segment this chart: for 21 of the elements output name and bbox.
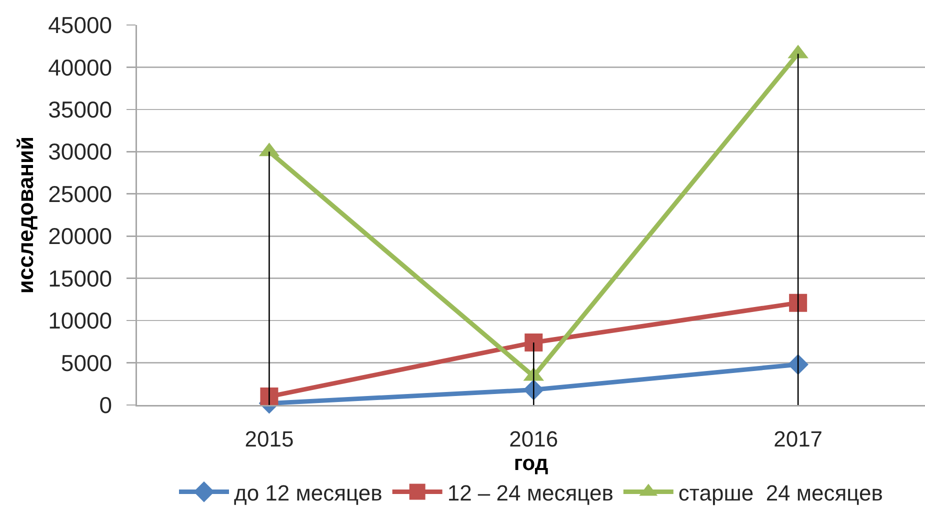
y-tick-label: 20000 bbox=[48, 223, 112, 250]
y-tick-label: 0 bbox=[99, 392, 112, 418]
y-tick-label: 15000 bbox=[48, 265, 112, 292]
point bbox=[524, 334, 543, 352]
y-tick-label: 35000 bbox=[48, 96, 112, 122]
point bbox=[788, 354, 808, 375]
x-tick-label: 2017 bbox=[774, 426, 823, 452]
x-axis-title: год bbox=[514, 452, 548, 475]
y-tick-label: 10000 bbox=[48, 308, 112, 334]
y-tick-label: 45000 bbox=[48, 12, 112, 38]
y-tick-label: 5000 bbox=[60, 350, 112, 376]
legend-label: 12 – 24 месяцев bbox=[447, 480, 614, 506]
point bbox=[789, 294, 808, 312]
y-axis-title: исследований bbox=[13, 136, 38, 294]
y-tick-label: 40000 bbox=[48, 54, 112, 80]
legend-label: старше 24 месяцев bbox=[678, 480, 883, 506]
legend-label: до 12 месяцев bbox=[234, 480, 382, 506]
x-tick-label: 2016 bbox=[509, 426, 558, 452]
x-tick-label: 2015 bbox=[244, 426, 294, 452]
y-tick-label: 25000 bbox=[48, 180, 112, 207]
y-tick-label: 30000 bbox=[48, 138, 112, 165]
